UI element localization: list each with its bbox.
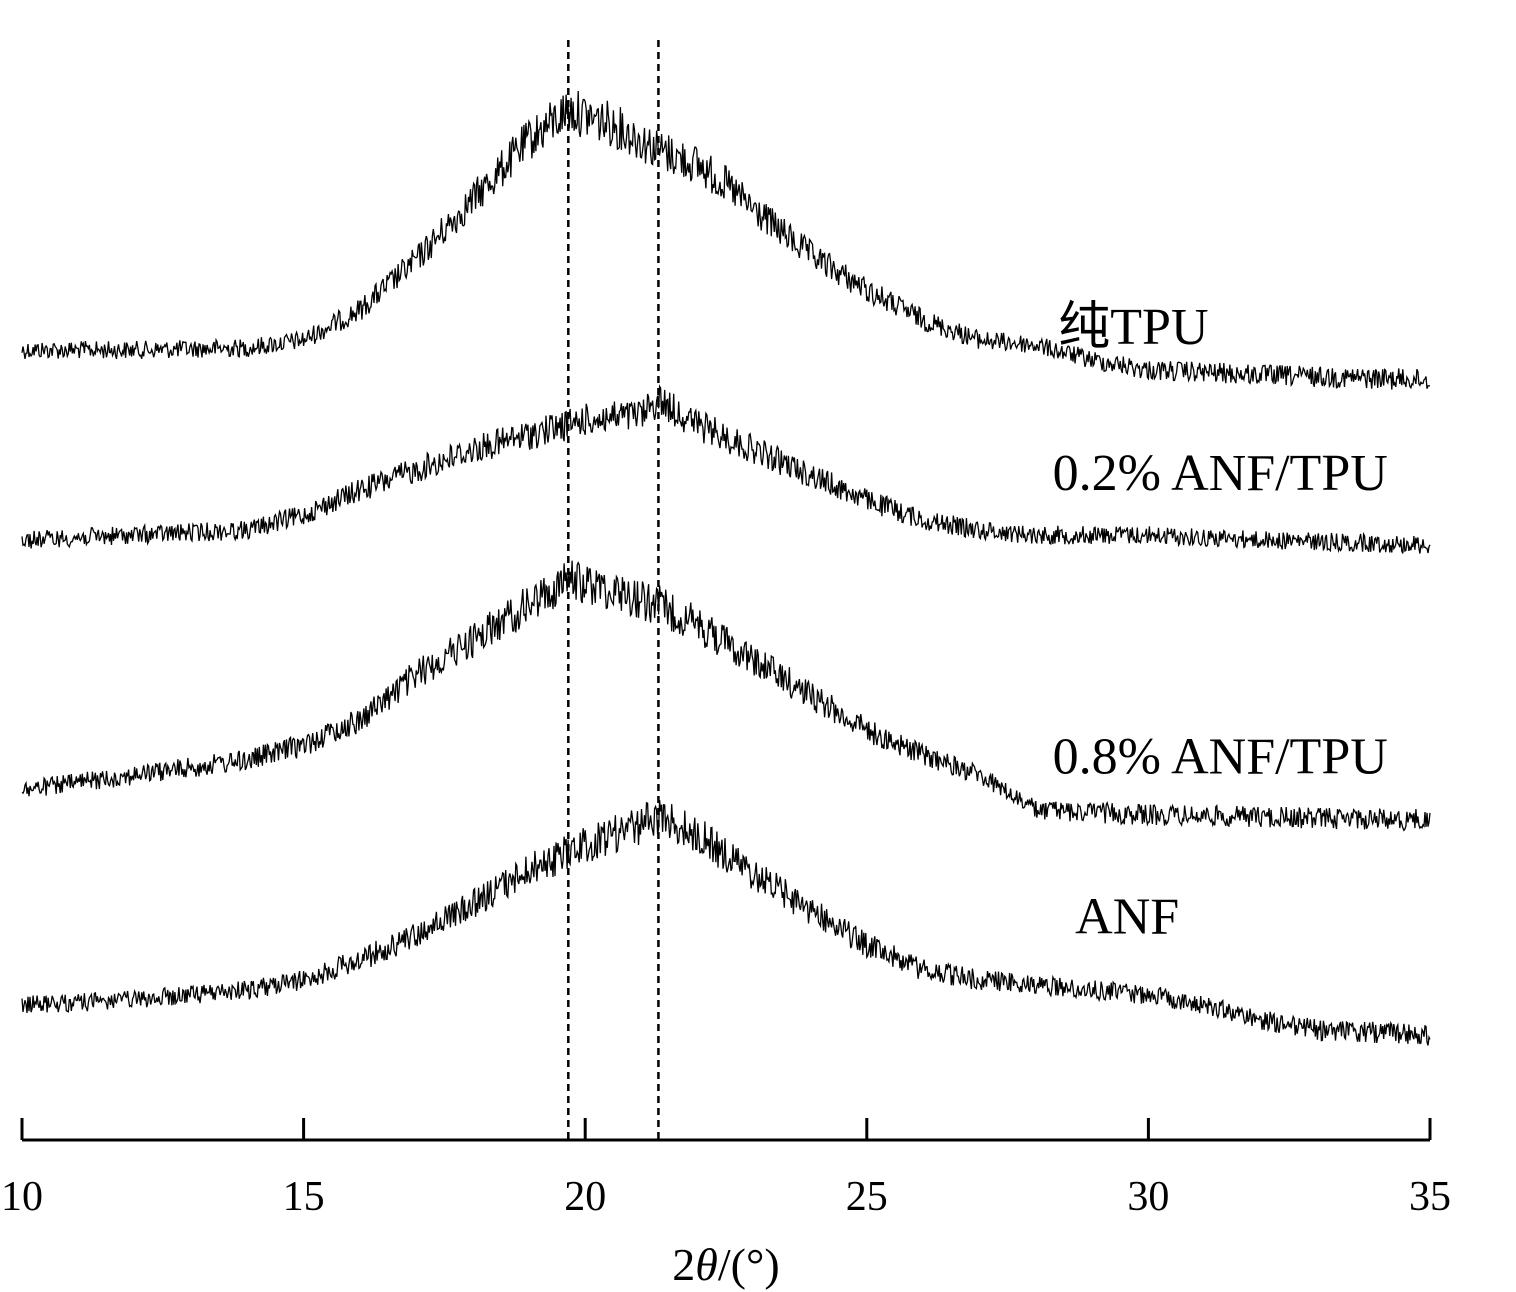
series-line [21, 800, 1431, 1046]
x-tick-label: 15 [283, 1174, 325, 1220]
x-axis-title: 2θ/(°) [672, 1239, 779, 1290]
series-line [21, 384, 1431, 554]
series-line [21, 90, 1431, 390]
series-label: 0.8% ANF/TPU [1053, 728, 1388, 785]
x-axis-title-theta: θ [695, 1239, 718, 1290]
series-label: 纯TPU [1058, 299, 1208, 356]
series-labels: 纯TPU 0.2% ANF/TPU 0.8% ANF/TPU ANF [1053, 299, 1388, 946]
series-line [21, 560, 1431, 832]
x-axis-title-prefix: 2 [672, 1239, 695, 1290]
x-tick-label: 20 [564, 1174, 606, 1220]
x-ticks: 10 15 20 25 30 35 [1, 1118, 1451, 1220]
series-label: ANF [1075, 889, 1179, 946]
x-tick-label: 10 [1, 1174, 43, 1220]
series-label: 0.2% ANF/TPU [1053, 445, 1388, 502]
reference-lines [567, 40, 660, 1140]
x-tick-label: 30 [1127, 1174, 1169, 1220]
x-tick-label: 25 [846, 1174, 888, 1220]
x-tick-label: 35 [1409, 1174, 1451, 1220]
x-axis-title-suffix: /(°) [718, 1239, 780, 1290]
series-group [21, 90, 1431, 1046]
